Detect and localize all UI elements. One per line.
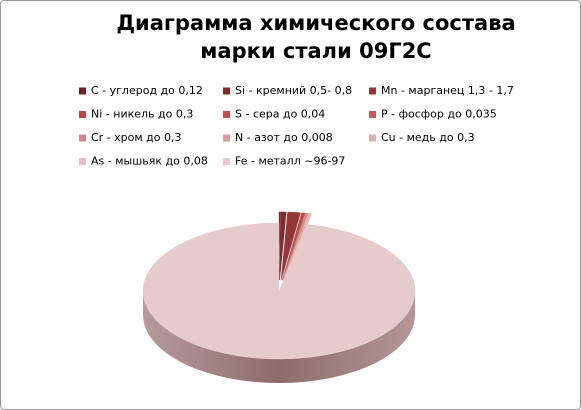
slice xyxy=(279,211,287,281)
legend-swatch xyxy=(369,111,376,118)
legend-label: Mn - марганец 1,3 - 1,7 xyxy=(381,84,514,97)
legend-swatch xyxy=(369,87,376,95)
legend-swatch xyxy=(369,134,376,142)
legend-label: S - сера до 0,04 xyxy=(235,108,325,121)
legend-label: N - азот до 0,008 xyxy=(235,131,333,144)
legend-label: As - мышьяк до 0,08 xyxy=(91,155,208,168)
legend-swatch xyxy=(223,111,230,118)
chart-title: Диаграмма химического состава марки стал… xyxy=(116,11,516,63)
slice xyxy=(278,211,281,281)
legend-swatch xyxy=(79,158,86,165)
legend-swatch xyxy=(223,134,230,142)
legend-swatch xyxy=(79,87,86,95)
legend-label: C - углерод до 0,12 xyxy=(91,84,203,97)
legend-swatch xyxy=(79,111,86,118)
legend-swatch xyxy=(79,134,86,142)
legend-swatch xyxy=(223,87,230,95)
slice xyxy=(280,211,301,281)
legend-label: Fe - металл ~96-97 xyxy=(235,155,345,168)
legend-swatch xyxy=(223,158,230,165)
slice-side xyxy=(143,291,415,383)
legend-label: Ni - никель до 0,3 xyxy=(91,108,193,121)
legend-label: P - фосфор до 0,035 xyxy=(381,108,497,121)
legend-label: Cu - медь до 0,3 xyxy=(381,131,475,144)
slice xyxy=(142,222,416,360)
legend-label: Cr - хром до 0,3 xyxy=(91,131,182,144)
legend-label: Si - кремний 0,5- 0,8 xyxy=(235,84,352,97)
